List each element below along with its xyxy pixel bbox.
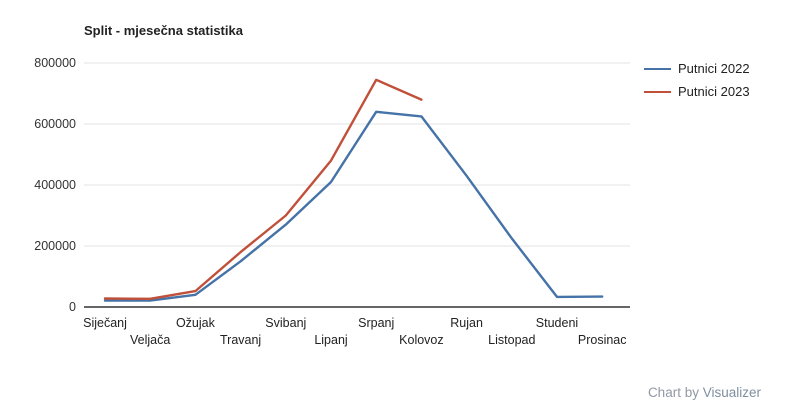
x-tick-label: Rujan bbox=[450, 316, 483, 330]
chart-title: Split - mjesečna statistika bbox=[84, 23, 243, 38]
x-tick-label: Srpanj bbox=[358, 316, 395, 330]
series-line-2 bbox=[103, 78, 423, 300]
y-tick-label: 600000 bbox=[34, 117, 76, 131]
legend-label: Putnici 2022 bbox=[678, 61, 750, 76]
legend-label: Putnici 2023 bbox=[678, 84, 750, 99]
x-tick-label: Ožujak bbox=[175, 316, 215, 330]
chart-credit: Chart by Visualizer bbox=[648, 385, 761, 400]
x-tick-label: Svibanj bbox=[265, 316, 307, 330]
y-tick-label: 0 bbox=[69, 300, 76, 314]
legend-item: Putnici 2022 bbox=[644, 60, 750, 77]
legend-item: Putnici 2023 bbox=[644, 83, 750, 100]
x-tick-label: Lipanj bbox=[314, 333, 348, 347]
legend-line-swatch bbox=[644, 90, 671, 93]
x-tick-label: Veljača bbox=[130, 333, 171, 347]
y-tick-label: 800000 bbox=[34, 56, 76, 70]
x-tick-label: Kolovoz bbox=[399, 333, 444, 347]
y-tick-label: 400000 bbox=[34, 178, 76, 192]
x-tick-label: Listopad bbox=[488, 333, 536, 347]
legend-line-swatch bbox=[644, 67, 671, 70]
credit-prefix: Chart by bbox=[647, 385, 703, 400]
x-tick-label: Travanj bbox=[219, 333, 262, 347]
credit-visualizer-link[interactable]: Visualizer bbox=[702, 385, 761, 400]
series-line-1 bbox=[103, 110, 604, 302]
x-tick-label: Prosinac bbox=[577, 333, 627, 347]
legend: Putnici 2022 Putnici 2023 bbox=[644, 60, 750, 106]
x-tick-label: Siječanj bbox=[83, 316, 127, 330]
x-tick-label: Studeni bbox=[535, 316, 579, 330]
y-tick-label: 200000 bbox=[34, 239, 76, 253]
